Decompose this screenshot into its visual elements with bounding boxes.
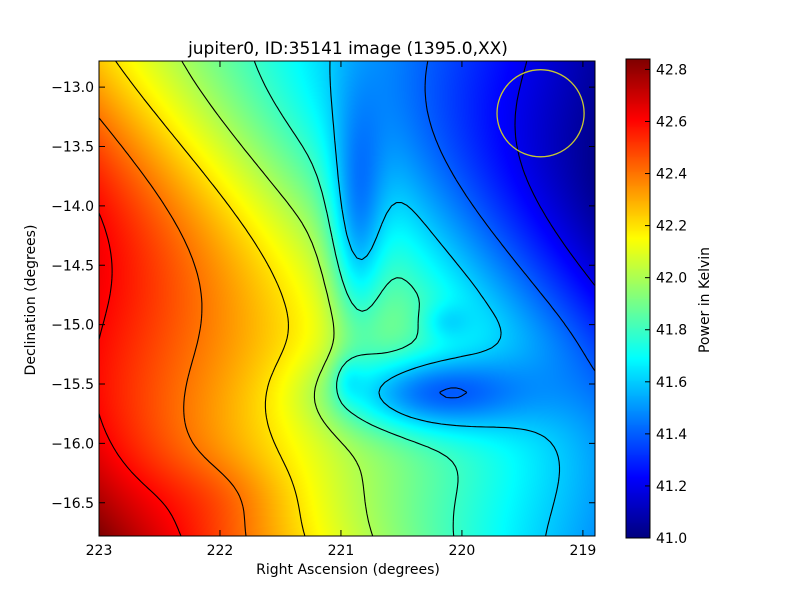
colorbar-ticks: 41.0 41.2 41.4 41.6 41.8 42.0 42.2 42.4 42.6 42.8: [645, 62, 687, 547]
y-tick-label: −14.0: [51, 199, 94, 215]
x-axis: 223 222 221 220 219: [86, 61, 597, 559]
y-tick-label: −14.5: [51, 258, 94, 274]
y-axis-label: Declination (degrees): [23, 225, 39, 376]
colorbar-tick-label: 42.6: [656, 114, 687, 130]
colorbar-frame: [625, 58, 651, 539]
colorbar-tick-label: 42.0: [656, 271, 687, 287]
x-axis-label: Right Ascension (degrees): [256, 562, 440, 578]
y-tick-label: −15.5: [51, 377, 94, 393]
contour-line: [514, 60, 596, 286]
contour-line: [115, 60, 306, 537]
y-tick-label: −13.0: [51, 80, 94, 96]
y-tick-label: −16.5: [51, 496, 94, 512]
colorbar-tick-label: 41.0: [656, 531, 687, 547]
colorbar-tick-label: 41.4: [656, 427, 687, 443]
plot-area: [98, 60, 596, 537]
contour-line: [329, 60, 561, 537]
x-tick-label: 221: [328, 543, 355, 559]
colorbar-label: Power in Kelvin: [697, 247, 713, 353]
contour-lines: [98, 60, 596, 537]
contour-line: [98, 117, 247, 537]
contour-line: [253, 60, 459, 537]
colorbar: 41.0 41.2 41.4 41.6 41.8 42.0 42.2 42.4 42.6 42.8: [625, 58, 687, 547]
colorbar-tick-label: 41.6: [656, 375, 687, 391]
y-tick-label: −15.0: [51, 318, 94, 334]
colorbar-tick-label: 42.2: [656, 219, 687, 235]
heatmap-image: [99, 61, 595, 536]
plot-frame: [98, 60, 596, 537]
y-axis: −13.0 −13.5 −14.0 −14.5 −15.0 −15.5 −16.0 −16.5: [51, 80, 595, 512]
chart-title: jupiter0, ID:35141 image (1395.0,XX): [187, 39, 508, 59]
colorbar-tick-label: 42.4: [656, 167, 687, 183]
beam-layer: [496, 69, 585, 158]
x-tick-label: 219: [570, 543, 597, 559]
colorbar-gradient: [626, 59, 650, 538]
beam-circle: [496, 69, 585, 158]
y-tick-label: −13.5: [51, 140, 94, 156]
y-tick-label: −16.0: [51, 436, 94, 452]
contour-line: [181, 60, 374, 537]
colorbar-tick-label: 41.2: [656, 479, 687, 495]
colorbar-tick-label: 42.8: [656, 62, 687, 78]
x-tick-label: 222: [207, 543, 234, 559]
x-tick-label: 223: [86, 543, 113, 559]
colorbar-tick-label: 41.8: [656, 323, 687, 339]
contour-line: [424, 60, 596, 399]
x-tick-label: 220: [449, 543, 476, 559]
